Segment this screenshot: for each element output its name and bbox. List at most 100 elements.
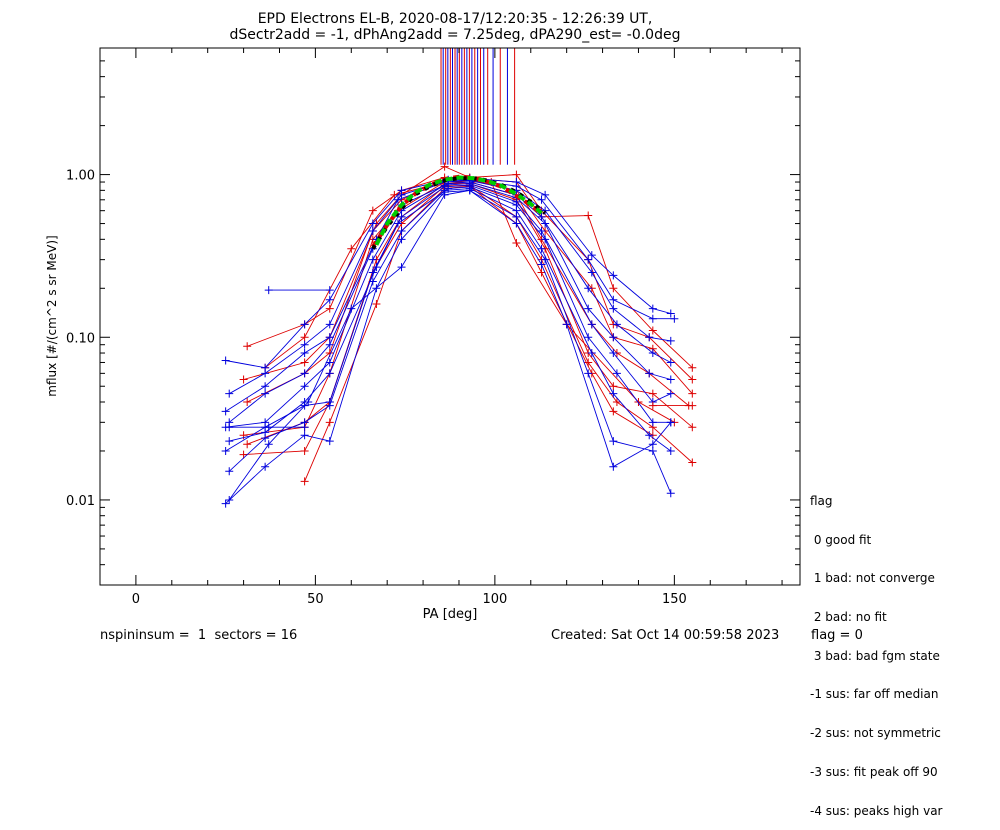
series-line bbox=[247, 177, 693, 369]
data-point bbox=[347, 304, 356, 313]
data-point bbox=[648, 446, 657, 455]
data-point bbox=[609, 389, 618, 398]
y-tick-label: 0.01 bbox=[66, 494, 95, 509]
chart: EPD Electrons EL-B, 2020-08-17/12:20:35 … bbox=[45, 11, 801, 622]
data-point bbox=[537, 268, 546, 277]
x-axis: 0 50 100 150 bbox=[132, 48, 783, 607]
data-point bbox=[609, 284, 618, 293]
data-point bbox=[325, 358, 334, 367]
data-point bbox=[670, 314, 679, 323]
data-point bbox=[688, 389, 697, 398]
data-point bbox=[587, 320, 596, 329]
data-point bbox=[541, 219, 550, 228]
data-point bbox=[300, 333, 309, 342]
data-point bbox=[666, 309, 675, 318]
data-point bbox=[587, 268, 596, 277]
data-point bbox=[666, 358, 675, 367]
data-point bbox=[300, 431, 309, 440]
y-tick-label: 0.10 bbox=[66, 331, 95, 346]
data-point bbox=[562, 320, 571, 329]
data-point bbox=[512, 238, 521, 247]
data-point bbox=[584, 369, 593, 378]
flag-legend-item: 0 good fit bbox=[810, 532, 872, 547]
footer-sectors: nspininsum = 1 sectors = 16 bbox=[100, 628, 298, 643]
data-point bbox=[393, 195, 402, 204]
data-point bbox=[612, 320, 621, 329]
footer-flag: flag = 0 bbox=[811, 628, 863, 643]
flag-legend-title: flag bbox=[810, 493, 833, 508]
data-point bbox=[648, 401, 657, 410]
data-point bbox=[440, 162, 449, 171]
data-point bbox=[300, 369, 309, 378]
data-point bbox=[372, 263, 381, 272]
data-point bbox=[368, 268, 377, 277]
data-point bbox=[221, 356, 230, 365]
data-point bbox=[397, 263, 406, 272]
data-point bbox=[541, 190, 550, 199]
data-point bbox=[609, 382, 618, 391]
data-point bbox=[666, 389, 675, 398]
data-point bbox=[541, 235, 550, 244]
data-point bbox=[666, 446, 675, 455]
data-point bbox=[612, 397, 621, 406]
data-point bbox=[264, 286, 273, 295]
flag-legend-item: -4 sus: peaks high var bbox=[810, 803, 943, 818]
y-tick-label: 1.00 bbox=[66, 169, 95, 184]
data-point bbox=[397, 190, 406, 199]
data-point bbox=[584, 304, 593, 313]
data-point bbox=[645, 369, 654, 378]
fit-curve-green bbox=[374, 175, 543, 246]
data-point bbox=[444, 184, 453, 193]
data-point bbox=[368, 206, 377, 215]
footer-created: Created: Sat Oct 14 00:59:58 2023 bbox=[551, 628, 780, 643]
data-point bbox=[688, 375, 697, 384]
data-point bbox=[612, 369, 621, 378]
data-point bbox=[225, 423, 234, 432]
data-point bbox=[648, 304, 657, 313]
data-point bbox=[368, 255, 377, 264]
data-point bbox=[325, 437, 334, 446]
series-line bbox=[247, 183, 693, 445]
data-point bbox=[397, 227, 406, 236]
data-point bbox=[264, 440, 273, 449]
data-point bbox=[300, 340, 309, 349]
data-point bbox=[261, 389, 270, 398]
data-point bbox=[512, 212, 521, 221]
series-line bbox=[228, 181, 672, 423]
data-point bbox=[368, 227, 377, 236]
data-point bbox=[300, 349, 309, 358]
data-point bbox=[261, 369, 270, 378]
series-line bbox=[229, 184, 671, 442]
series-line bbox=[225, 186, 671, 452]
data-point bbox=[325, 369, 334, 378]
series-line bbox=[225, 180, 671, 412]
data-point bbox=[648, 326, 657, 335]
data-point bbox=[648, 440, 657, 449]
data-point bbox=[300, 320, 309, 329]
data-point bbox=[609, 333, 618, 342]
data-point bbox=[609, 462, 618, 471]
data-point bbox=[397, 212, 406, 221]
data-point bbox=[648, 389, 657, 398]
data-point bbox=[372, 300, 381, 309]
data-point bbox=[648, 314, 657, 323]
data-point bbox=[609, 304, 618, 313]
data-point bbox=[264, 423, 273, 432]
x-tick-label: 50 bbox=[307, 592, 324, 607]
data-point bbox=[325, 418, 334, 427]
data-point bbox=[688, 423, 697, 432]
y-axis: 0.01 0.10 1.00 bbox=[66, 47, 800, 586]
data-point bbox=[537, 244, 546, 253]
data-point bbox=[440, 190, 449, 199]
data-point bbox=[688, 458, 697, 467]
data-point bbox=[239, 450, 248, 459]
series-line bbox=[243, 184, 693, 463]
flag-legend-item: 3 bad: bad fgm state bbox=[810, 648, 940, 663]
data-point bbox=[225, 437, 234, 446]
series-line bbox=[225, 177, 671, 369]
data-point bbox=[537, 212, 546, 221]
data-point bbox=[666, 336, 675, 345]
data-point bbox=[393, 219, 402, 228]
x-tick-label: 100 bbox=[482, 592, 507, 607]
series-line bbox=[225, 189, 672, 504]
